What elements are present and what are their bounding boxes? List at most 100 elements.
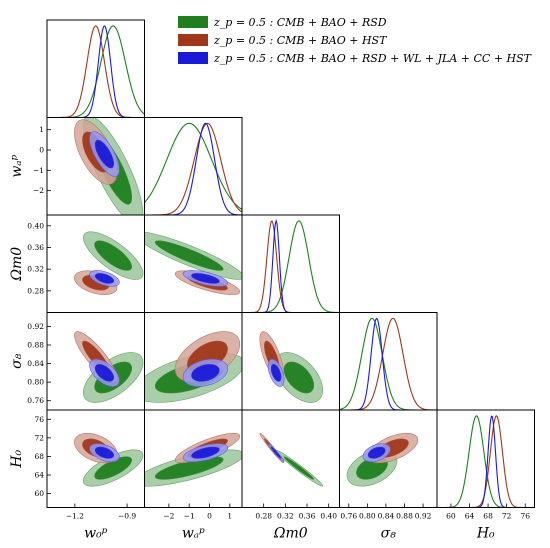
marginal-curve-1 [47,25,145,118]
panel-s8-s8 [339,312,438,411]
x-tick-label: 0 [207,512,212,521]
y-tick-label: 0.32 [27,265,44,274]
contour-68-2 [191,446,220,459]
x-tick-label: 0.80 [359,512,376,521]
panel-frame [436,409,535,508]
marginal-curve-0 [339,317,437,410]
marginal-curve-0 [437,415,535,508]
y-tick-label: 68 [34,452,44,461]
x-tick-label: −1.2 [66,512,84,521]
legend-label-2: z_p = 0.5 : CMB + BAO + RSD + WL + JLA +… [213,52,533,65]
x-tick-label: 0.40 [320,512,337,521]
panel-om-H0: 0.28 0.32 0.36 0.40 Ωm0 [241,409,340,542]
marginal-curve-1 [339,317,437,410]
y-tick-label: 0.76 [27,396,44,405]
x-tick-label: 0.84 [378,512,395,521]
x-tick-label: −1 [184,512,195,521]
marginal-curve-0 [242,220,340,313]
y-tick-label: 0.28 [27,286,44,295]
legend-swatch-1 [178,34,208,46]
x-axis-label-H0: H₀ [476,526,495,542]
x-tick-label: 0.92 [415,512,432,521]
y-tick-label: 0.80 [27,378,44,387]
y-tick-label: 0.36 [27,243,44,252]
y-tick-label: 1 [39,125,44,134]
y-axis-label-om: Ωm0 [9,247,25,282]
x-tick-label: 1 [227,512,232,521]
contour-68-2 [367,446,386,459]
contour-68-2 [191,364,220,382]
legend-label-0: z_p = 0.5 : CMB + BAO + RSD [213,16,387,29]
contour-68-0 [283,361,314,394]
x-axis-label-w0: w₀ᵖ [84,526,108,542]
panel-om-s8 [241,312,340,411]
y-tick-label: 64 [34,471,44,480]
contour-68-2 [94,446,115,459]
x-tick-label: −0.9 [118,512,136,521]
marginal-curve-1 [144,122,242,215]
contour-68-2 [94,273,115,284]
panel-w0-wa: −2 −1 0 1 wₐᵖ [9,117,145,216]
marginal-curve-1 [242,220,340,313]
contour-68-2 [270,364,282,382]
panel-H0-H0: 60 64 68 72 76 H₀ [436,409,535,542]
x-tick-label: 76 [520,512,530,521]
y-tick-label: −1 [33,166,44,175]
panels-layer: −2−101wₐᵖ0.280.320.360.40Ωm00.760.800.84… [9,19,535,542]
y-tick-label: 0 [39,146,44,155]
panel-w0-H0: −1.2 −0.9 w₀ᵖ 60 64 68 72 76 H₀ [9,409,145,542]
y-tick-label: 76 [34,415,44,424]
marginal-curve-0 [144,122,242,210]
x-tick-label: 0.32 [277,512,294,521]
contour-68-2 [191,273,220,284]
x-tick-label: 0.36 [299,512,316,521]
contour-68-0 [94,240,132,271]
panel-frame [241,214,340,313]
marginal-curve-2 [47,25,145,118]
x-tick-label: 64 [465,512,475,521]
x-axis-label-om: Ωm0 [273,526,308,542]
marginal-curve-0 [47,25,145,118]
y-axis-label-wa: wₐᵖ [9,154,25,177]
contour-68-0 [154,240,224,271]
marginal-curve-2 [437,415,535,508]
y-tick-label: 60 [34,489,44,498]
marginal-curve-2 [144,122,242,215]
y-tick-label: 72 [34,433,44,442]
marginal-curve-2 [242,218,340,313]
legend-swatch-2 [178,52,208,64]
x-tick-label: 0.88 [396,512,413,521]
y-axis-label-H0: H₀ [9,449,25,468]
y-axis-label-s8: σ₈ [9,353,25,369]
legend-swatch-0 [178,16,208,28]
x-tick-label: −2 [163,512,174,521]
contour-68-2 [94,139,115,169]
panel-w0-w0 [46,19,145,118]
panel-w0-s8: 0.76 0.80 0.84 0.88 0.92 σ₈ [9,312,145,411]
y-tick-label: −2 [33,186,44,195]
y-tick-label: 0.40 [27,221,44,230]
x-tick-label: 72 [502,512,512,521]
panel-w0-om: 0.28 0.32 0.36 0.40 Ωm0 [9,214,145,313]
panel-om-om [241,214,340,313]
panel-wa-om [144,214,243,313]
panel-wa-s8 [144,312,243,411]
panel-wa-H0: −2 −1 0 1 wₐᵖ [144,409,243,542]
x-tick-label: 0.76 [340,512,357,521]
y-tick-label: 0.84 [27,359,44,368]
contour-68-2 [270,446,282,459]
x-tick-label: 60 [446,512,456,521]
panel-s8-H0: 0.76 0.80 0.84 0.88 0.92 σ₈ [339,409,438,542]
legend-label-1: z_p = 0.5 : CMB + BAO + HST [213,34,388,47]
marginal-curve-2 [339,317,437,410]
legend: z_p = 0.5 : CMB + BAO + RSD z_p = 0.5 : C… [178,16,533,65]
x-tick-label: 68 [483,512,493,521]
panel-frame [144,117,243,216]
x-tick-label: 0.28 [255,512,272,521]
panel-frame [46,19,145,118]
contour-68-2 [94,364,115,382]
x-axis-label-s8: σ₈ [381,526,397,542]
contour-68-0 [283,456,315,480]
x-axis-label-wa: wₐᵖ [182,526,205,542]
